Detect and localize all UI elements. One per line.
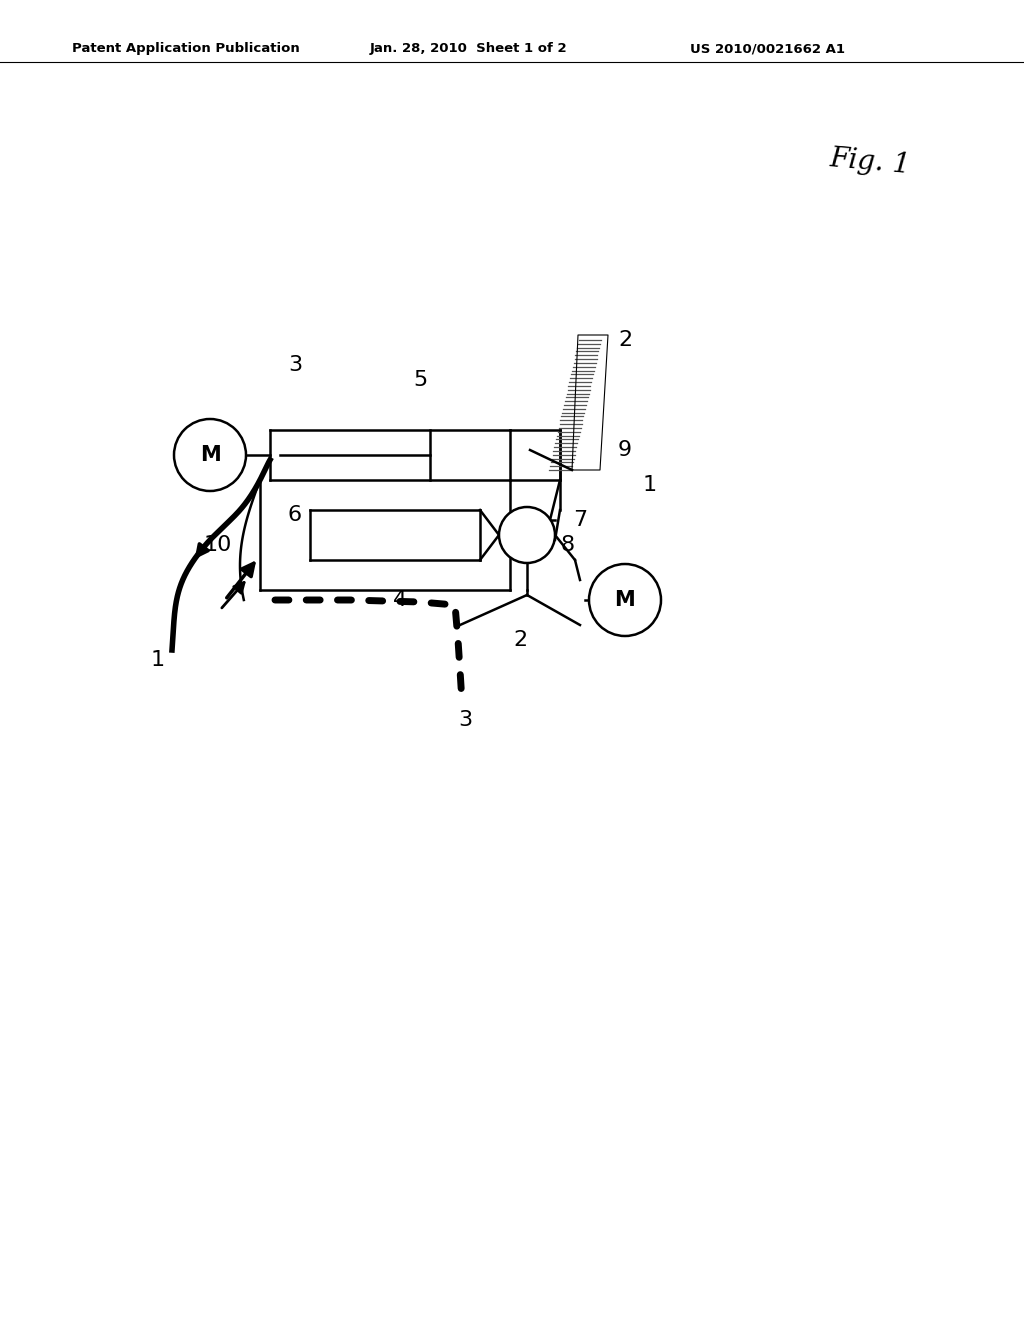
Circle shape <box>174 418 246 491</box>
Text: 1: 1 <box>643 475 657 495</box>
Text: M: M <box>200 445 220 465</box>
Text: M: M <box>614 590 635 610</box>
Text: 7: 7 <box>573 510 587 531</box>
Text: 2: 2 <box>513 630 527 649</box>
Text: 6: 6 <box>288 506 302 525</box>
Text: Jan. 28, 2010  Sheet 1 of 2: Jan. 28, 2010 Sheet 1 of 2 <box>370 42 567 55</box>
Text: 10: 10 <box>204 535 232 554</box>
Text: 3: 3 <box>458 710 472 730</box>
Text: US 2010/0021662 A1: US 2010/0021662 A1 <box>690 42 845 55</box>
Polygon shape <box>505 525 549 545</box>
Text: 4: 4 <box>393 590 408 610</box>
Text: 3: 3 <box>288 355 302 375</box>
Text: 1: 1 <box>151 649 165 671</box>
Circle shape <box>499 507 555 564</box>
Text: 9: 9 <box>617 440 632 459</box>
Text: 2: 2 <box>617 330 632 350</box>
Text: 8: 8 <box>561 535 575 554</box>
Circle shape <box>589 564 662 636</box>
Text: 5: 5 <box>413 370 427 389</box>
Text: Patent Application Publication: Patent Application Publication <box>72 42 300 55</box>
Text: Fig. 1: Fig. 1 <box>828 145 911 180</box>
